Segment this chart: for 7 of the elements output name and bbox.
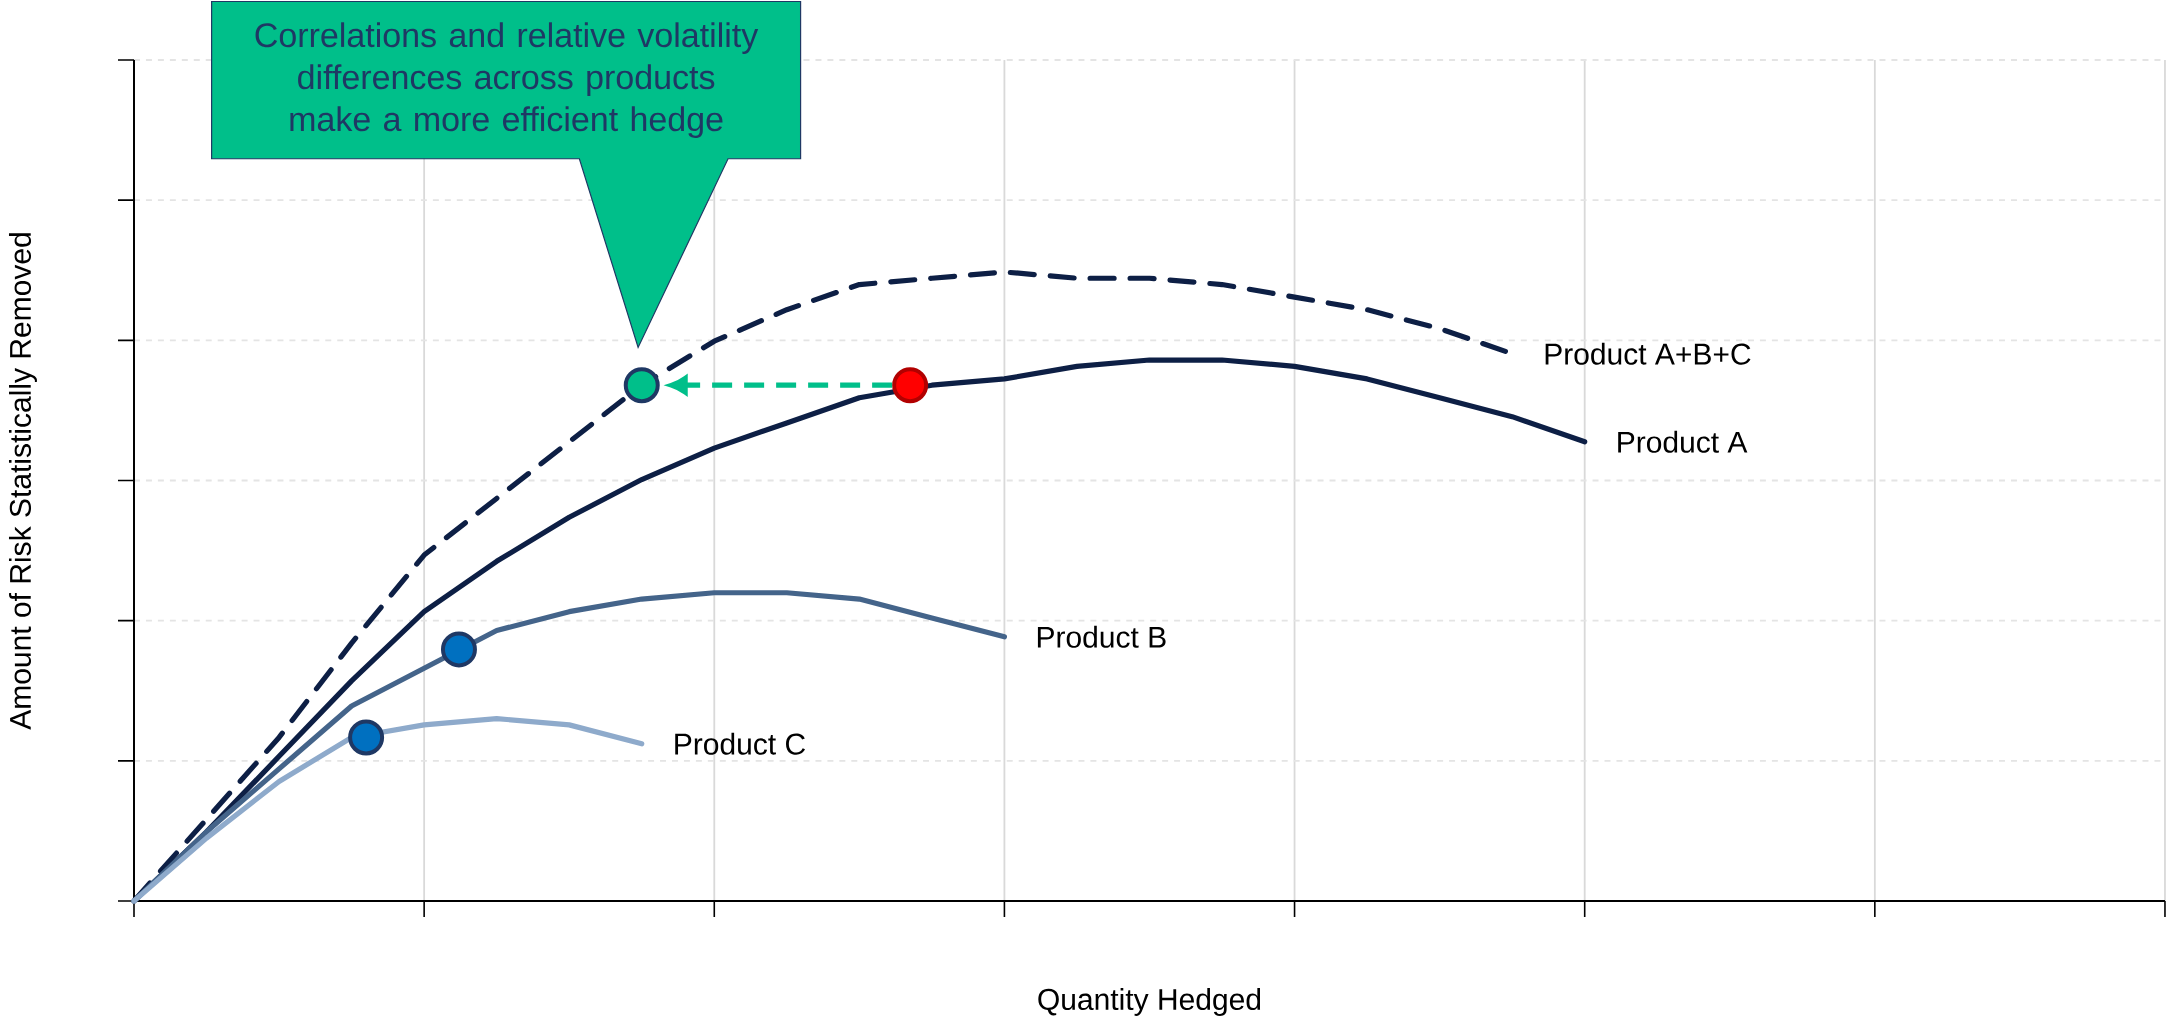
x-axis-title: Quantity Hedged: [1038, 988, 1261, 1016]
series-label: Product A+B+C: [1545, 342, 1751, 365]
text: Correlations and relative volatility differences across products make a more efficient hedge: [255, 22, 759, 138]
y-axis-title: Amount of Risk Statistically Removed: [8, 233, 37, 730]
series-label: Product A: [1618, 430, 1748, 453]
series-label: Product B: [1037, 625, 1166, 648]
series-label: Product C: [675, 732, 805, 755]
